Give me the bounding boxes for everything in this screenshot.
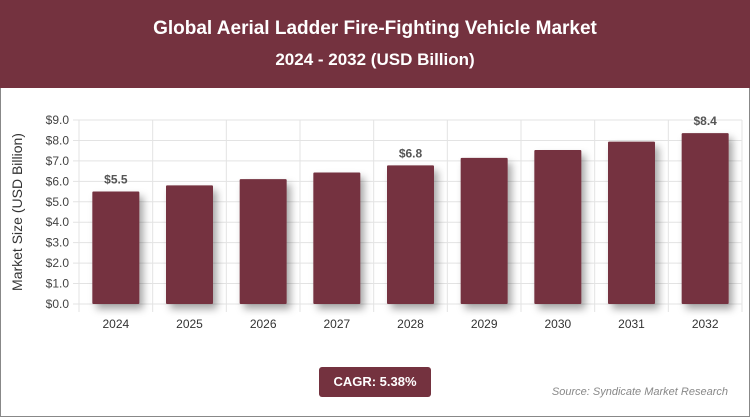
chart-subtitle: 2024 - 2032 (USD Billion)	[275, 50, 475, 69]
y-tick-label: $1.0	[46, 277, 70, 291]
bar-2027	[313, 172, 361, 304]
bar-2031	[608, 141, 655, 304]
x-tick-label: 2024	[102, 317, 129, 331]
x-tick-label: 2027	[323, 317, 350, 331]
y-tick-label: $3.0	[46, 236, 70, 250]
y-tick-label: $8.0	[46, 133, 70, 147]
y-axis-label: Market Size (USD Billion)	[9, 133, 25, 291]
y-tick-label: $6.0	[46, 174, 70, 188]
source-note: Source: Syndicate Market Research	[551, 386, 728, 398]
bar-2028	[387, 165, 434, 304]
y-tick-label: $4.0	[46, 215, 70, 229]
bar-2029	[460, 157, 508, 304]
y-tick-label: $5.0	[46, 195, 70, 209]
bar-2030	[534, 150, 582, 304]
y-tick-label: $2.0	[46, 256, 70, 270]
bar-2026	[239, 179, 287, 304]
y-tick-label: $9.0	[46, 113, 70, 127]
x-tick-label: 2026	[250, 317, 277, 331]
x-tick-label: 2029	[471, 317, 498, 331]
bar-2024	[92, 191, 140, 304]
x-tick-label: 2025	[176, 317, 203, 331]
chart-header: Global Aerial Ladder Fire-Fighting Vehic…	[0, 0, 750, 88]
x-tick-label: 2031	[618, 317, 645, 331]
y-tick-label: $7.0	[46, 154, 70, 168]
data-label: $8.4	[693, 114, 717, 128]
bar-2032	[681, 133, 729, 304]
bar-2025	[166, 185, 213, 304]
x-tick-label: 2028	[397, 317, 424, 331]
data-label: $5.5	[104, 173, 128, 187]
x-tick-label: 2030	[544, 317, 571, 331]
chart-title: Global Aerial Ladder Fire-Fighting Vehic…	[153, 18, 597, 39]
cagr-badge: CAGR: 5.38%	[319, 367, 431, 397]
data-label: $6.8	[399, 146, 423, 160]
y-tick-label: $0.0	[46, 297, 70, 311]
x-tick-label: 2032	[692, 317, 719, 331]
